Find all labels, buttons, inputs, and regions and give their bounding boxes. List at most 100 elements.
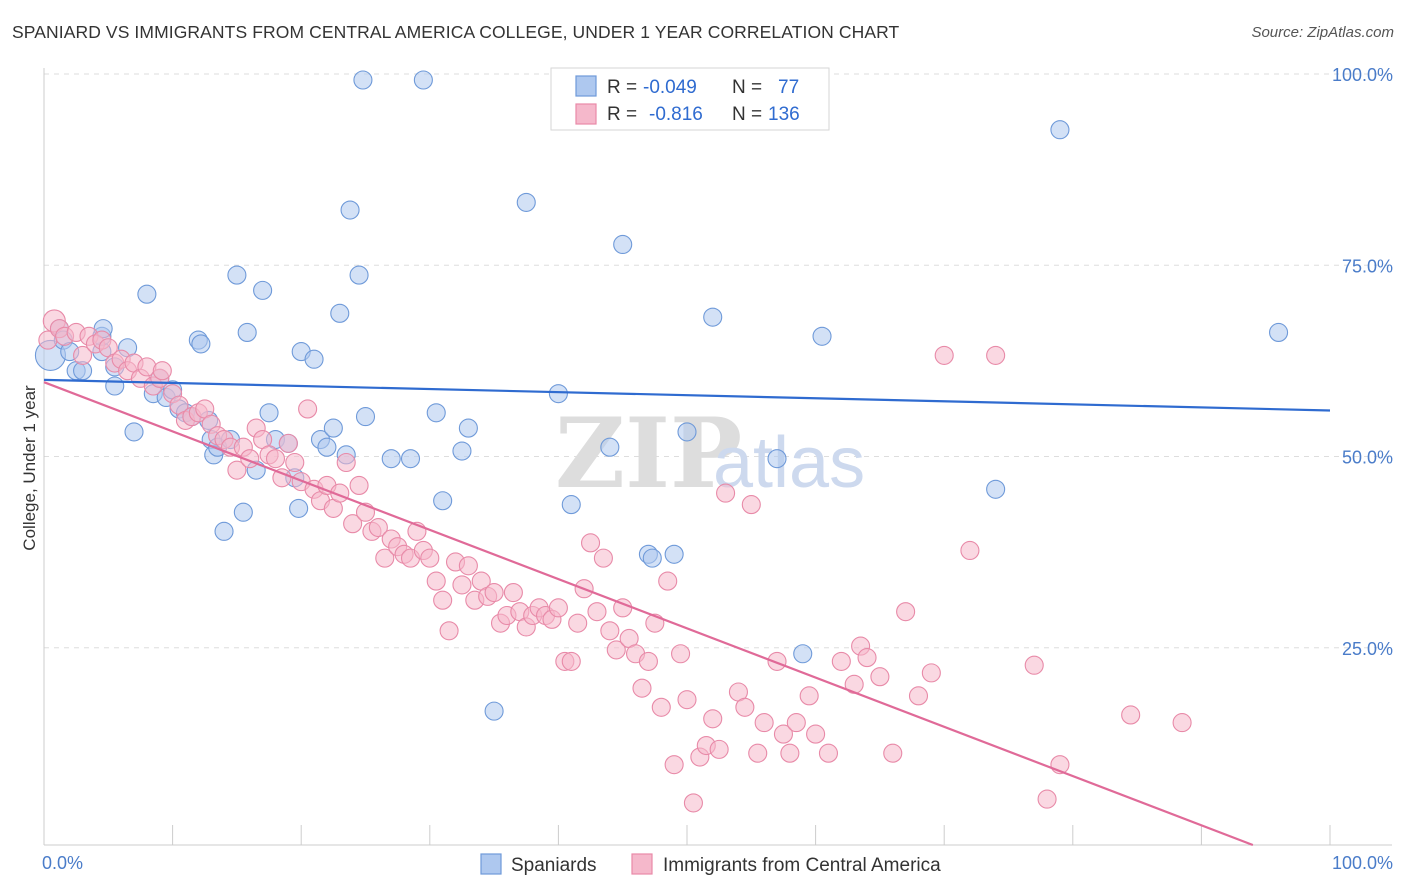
central-america-point-131 <box>1037 789 1057 809</box>
spaniard-point-59 <box>548 384 568 404</box>
spaniard-point-13 <box>137 284 157 304</box>
central-america-point-79 <box>548 598 568 618</box>
central-america-point-121 <box>857 648 877 668</box>
chart-title: SPANIARD VS IMMIGRANTS FROM CENTRAL AMER… <box>12 22 900 42</box>
central-america-point-125 <box>908 686 929 706</box>
watermark-atlas: atlas <box>713 423 865 503</box>
central-america-point-100 <box>683 793 703 813</box>
central-america-point-134 <box>1172 713 1192 733</box>
central-america-point-82 <box>568 613 588 633</box>
y-tick-label-1: 50.0% <box>1342 448 1393 468</box>
y-axis-title: College, Under 1 year <box>20 385 39 551</box>
spaniard-point-33 <box>253 280 273 300</box>
central-america-point-109 <box>748 743 768 763</box>
series-legend: Spaniards Immigrants from Central Americ… <box>480 853 941 876</box>
spaniard-point-49 <box>355 407 376 427</box>
central-america-point-96 <box>658 571 678 591</box>
spaniard-point-70 <box>812 326 832 346</box>
central-america-point-69 <box>484 582 504 603</box>
central-america-point-110 <box>754 713 774 733</box>
spaniard-point-31 <box>237 322 257 343</box>
axes <box>43 68 1392 846</box>
central-america-point-18 <box>152 361 172 381</box>
central-america-point-51 <box>368 517 388 538</box>
central-america-point-99 <box>677 690 697 710</box>
central-america-point-112 <box>773 724 794 744</box>
central-america-point-61 <box>433 590 453 610</box>
central-america-point-59 <box>420 548 440 568</box>
central-america-point-47 <box>343 514 363 534</box>
trend-lines <box>43 378 1331 847</box>
spaniard-point-43 <box>323 418 343 438</box>
central-america-point-84 <box>580 533 601 553</box>
spaniard-point-53 <box>426 403 446 423</box>
spaniard-point-72 <box>1050 120 1070 140</box>
central-america-point-124 <box>896 602 916 622</box>
legend-r-value-1: -0.049 <box>643 77 697 98</box>
spaniard-point-62 <box>613 234 633 255</box>
spaniard-point-55 <box>452 441 472 461</box>
central-america-point-92 <box>632 678 652 698</box>
central-america-point-81 <box>561 651 581 671</box>
spaniard-point-58 <box>516 192 536 212</box>
spaniard-point-30 <box>233 502 253 522</box>
central-america-point-111 <box>767 651 787 671</box>
y-tick-label-2: 75.0% <box>1342 256 1393 276</box>
spaniard-point-40 <box>304 349 324 369</box>
central-america-point-5 <box>73 345 93 365</box>
central-america-point-65 <box>458 556 478 576</box>
central-america-point-37 <box>278 433 298 453</box>
central-america-point-117 <box>818 743 839 763</box>
spaniard-point-10 <box>105 376 125 396</box>
spaniard-point-68 <box>767 449 787 469</box>
spaniard-point-22 <box>191 334 211 354</box>
x-tick-label-1: 100.0% <box>1332 853 1393 873</box>
legend-r-label-2: R = <box>607 104 637 125</box>
legend-n-value-1: 77 <box>778 77 799 98</box>
spaniard-point-66 <box>677 422 697 442</box>
spaniard-point-42 <box>317 437 337 457</box>
central-america-point-29 <box>227 460 247 480</box>
central-america-point-87 <box>600 621 620 641</box>
y-tick-label-0: 25.0% <box>1342 639 1393 659</box>
central-america-point-48 <box>349 475 369 496</box>
central-america-point-52 <box>375 548 395 568</box>
bottom-legend-central-america: Immigrants from Central America <box>663 855 941 876</box>
central-america-point-122 <box>870 667 890 687</box>
central-america-point-123 <box>883 743 903 763</box>
spaniard-point-60 <box>561 495 581 515</box>
central-america-point-64 <box>452 575 472 595</box>
watermark: ZIP atlas <box>555 397 865 510</box>
legend-swatch-spaniards <box>575 75 597 97</box>
spaniard-point-52 <box>413 70 433 90</box>
spaniard-point-12 <box>124 422 144 442</box>
central-america-point-127 <box>934 345 954 365</box>
spaniard-point-67 <box>703 307 723 327</box>
central-america-point-62 <box>439 621 459 641</box>
legend-n-label-2: N = <box>732 104 762 125</box>
spaniard-point-44 <box>330 303 350 323</box>
bottom-legend-swatch-spaniards <box>480 853 502 875</box>
spaniard-point-65 <box>664 544 684 564</box>
central-america-point-72 <box>503 582 523 603</box>
central-america-point-133 <box>1121 705 1141 725</box>
legend-r-label-1: R = <box>607 77 637 98</box>
central-america-point-38 <box>285 452 305 473</box>
central-america-point-113 <box>780 743 800 763</box>
central-america-point-128 <box>960 540 980 561</box>
legend-r-value-2: -0.816 <box>649 104 703 125</box>
central-america-point-40 <box>298 399 318 419</box>
central-america-point-116 <box>806 724 826 744</box>
spaniard-point-34 <box>259 403 279 423</box>
central-america-point-118 <box>831 651 851 671</box>
bottom-legend-spaniards: Spaniards <box>511 855 597 876</box>
central-america-point-105 <box>716 483 736 503</box>
central-america-point-130 <box>1024 655 1044 675</box>
legend-n-value-2: 136 <box>768 104 800 125</box>
central-america-point-95 <box>651 697 671 717</box>
central-america-points <box>38 309 1192 813</box>
bottom-legend-swatch-central-america <box>631 853 653 875</box>
spaniard-point-46 <box>340 200 360 220</box>
legend-n-label-1: N = <box>732 77 762 98</box>
